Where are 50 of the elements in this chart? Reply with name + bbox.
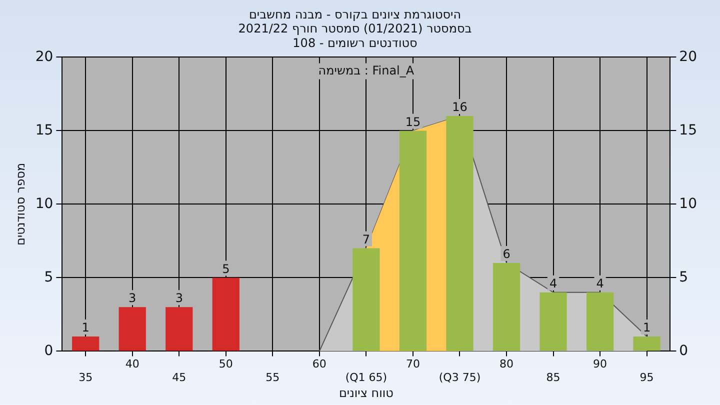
bar — [212, 278, 240, 351]
y-tick-label: 15 — [35, 122, 54, 138]
data-label: 3 — [175, 291, 183, 306]
bar — [492, 263, 520, 351]
chart-title: היסטוגרמת ציונים בקורס - מבנה מחשבים — [248, 7, 462, 22]
y2-tick-label: 5 — [679, 269, 688, 286]
x-tick-label: 95 — [640, 370, 654, 384]
data-label: 7 — [362, 232, 370, 246]
x-tick-label: 85 — [546, 370, 560, 384]
bar — [166, 307, 193, 351]
bar — [586, 292, 614, 351]
data-label: 3 — [128, 291, 136, 306]
bar — [399, 130, 427, 351]
x-tick-label: 80 — [500, 358, 514, 371]
bar — [446, 116, 474, 351]
bar — [633, 336, 660, 351]
y-tick-label: 20 — [35, 48, 54, 65]
y2-tick-label: 10 — [679, 196, 698, 212]
data-label: 16 — [452, 100, 468, 114]
x-axis-title: טווח ציונים — [338, 386, 394, 400]
y2-tick-label: 20 — [679, 48, 698, 65]
chart-subtitle: בסמסטר (01/2021) סמסטר חורף 2021/22 סטודנטים רשומים - 108 — [238, 22, 472, 50]
y2-tick-label: 0 — [679, 342, 688, 359]
data-label: 4 — [549, 276, 558, 291]
bar — [352, 248, 380, 351]
x-tick-label: 60 — [312, 358, 326, 371]
data-label: 6 — [502, 247, 510, 262]
x-tick-label: 55 — [266, 370, 280, 384]
x-tick-label: (Q1 65) — [345, 370, 388, 384]
y-tick-label: 5 — [44, 269, 54, 286]
x-tick-label: 35 — [78, 370, 93, 384]
y-tick-label: 10 — [35, 196, 54, 212]
x-tick-label: 45 — [172, 370, 186, 384]
y-axis-title: מספר סטודנטים — [13, 162, 28, 246]
annotation: במשימה : Final_A — [318, 63, 415, 78]
data-label: 4 — [596, 276, 604, 291]
data-label: 5 — [222, 262, 230, 276]
data-label: 1 — [642, 320, 651, 335]
x-tick-label: 50 — [218, 358, 233, 371]
x-tick-label: 90 — [593, 358, 608, 371]
bar — [72, 336, 100, 351]
data-label: 1 — [82, 320, 90, 335]
bar — [540, 292, 567, 351]
x-tick-label: 70 — [406, 358, 420, 371]
x-tick-label: (Q3 75) — [438, 370, 481, 384]
y-tick-label: 0 — [44, 342, 54, 359]
y2-tick-label: 15 — [679, 122, 698, 138]
x-tick-label: 40 — [125, 358, 140, 371]
bar — [118, 307, 146, 351]
data-label: 15 — [405, 114, 421, 129]
